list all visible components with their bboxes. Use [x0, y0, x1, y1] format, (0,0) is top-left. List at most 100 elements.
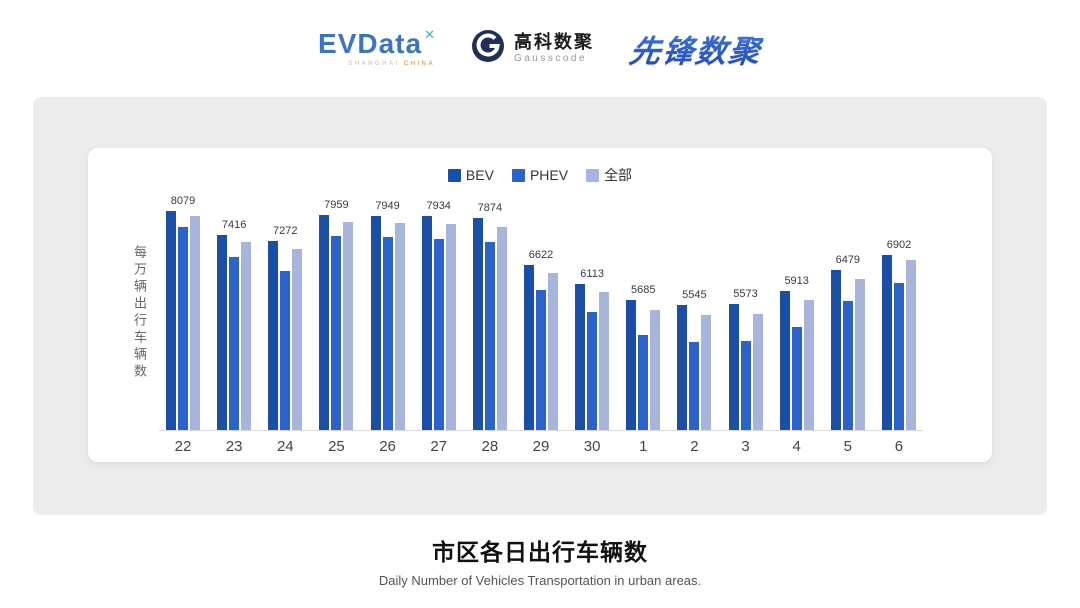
bar-value-label: 7272 — [273, 225, 298, 237]
gausscode-logo: 高科数聚 Gausscode — [471, 29, 594, 68]
y-axis-label: 每万辆出行车辆数 — [132, 244, 147, 381]
evdata-star-icon: ✕ — [424, 27, 435, 42]
x-tick-label: 30 — [583, 438, 601, 455]
x-tick-label: 25 — [328, 438, 345, 455]
legend-item-BEV[interactable]: BEV — [447, 167, 494, 183]
header-logos: EVData ✕ SHANGHAI CHINA 高科数聚 Gausscode 先… — [0, 0, 1080, 97]
bar-value-label: 8079 — [170, 195, 196, 207]
bar-BEV — [166, 211, 176, 430]
bar-group: 6479 5 — [824, 195, 872, 455]
bar-全部 — [905, 260, 916, 430]
x-tick-label: 23 — [225, 438, 243, 455]
evdata-text: EVData — [318, 28, 423, 59]
bar-group: 7416 23 — [210, 195, 258, 455]
bar-全部 — [752, 314, 763, 430]
bar-全部 — [394, 223, 405, 430]
gausscode-wordmark: 高科数聚 Gausscode — [514, 32, 594, 64]
bar-group: 5573 3 — [722, 195, 770, 455]
gausscode-en-text: Gausscode — [513, 53, 588, 65]
x-tick-label: 22 — [174, 438, 192, 455]
gausscode-cn-text: 高科数聚 — [513, 32, 594, 53]
x-tick-label: 27 — [430, 438, 448, 455]
bar-BEV — [319, 215, 330, 430]
chart-caption: 市区各日出行车辆数 Daily Number of Vehicles Trans… — [0, 533, 1080, 588]
bar-value-label: 7934 — [426, 200, 451, 212]
bar-group: 7949 26 — [364, 195, 412, 455]
bar-PHEV — [331, 236, 342, 430]
x-tick-label: 5 — [843, 438, 852, 455]
evdata-subtext-right: CHINA — [403, 61, 435, 67]
bar-BEV — [677, 305, 688, 430]
bar-BEV — [575, 284, 586, 430]
bar-value-label: 5913 — [784, 275, 809, 287]
bar-PHEV — [587, 312, 598, 430]
bar-value-label: 5685 — [631, 284, 656, 296]
bar-BEV — [268, 241, 279, 430]
bar-PHEV — [178, 227, 188, 430]
xianfeng-logo: 先锋数聚 — [627, 26, 765, 71]
legend-item-PHEV[interactable]: PHEV — [511, 167, 568, 183]
x-tick-label: 2 — [690, 438, 699, 455]
bar-value-label: 5573 — [733, 288, 758, 300]
bar-group: 7934 27 — [415, 195, 463, 455]
bar-group: 5913 4 — [773, 195, 821, 455]
bar-全部 — [854, 279, 865, 430]
legend-item-全部[interactable]: 全部 — [586, 165, 632, 185]
bar-PHEV — [689, 342, 700, 430]
bar-group: 7959 25 — [312, 195, 360, 455]
chart-legend: BEV PHEV 全部 — [88, 165, 992, 185]
bar-BEV — [830, 270, 841, 430]
bar-PHEV — [842, 301, 853, 430]
x-tick-label: 29 — [532, 438, 550, 455]
bar-全部 — [241, 242, 252, 430]
bar-全部 — [701, 315, 712, 430]
bar-PHEV — [229, 257, 240, 430]
bar-BEV — [728, 304, 739, 430]
bar-BEV — [626, 300, 637, 430]
bar-group: 6902 6 — [875, 195, 923, 455]
bar-value-label: 7949 — [375, 200, 400, 212]
bar-value-label: 6479 — [835, 254, 861, 266]
bar-BEV — [779, 291, 790, 430]
bar-group: 7874 28 — [466, 195, 514, 455]
chart-subtitle: Daily Number of Vehicles Transportation … — [378, 573, 702, 588]
legend-label: 全部 — [604, 167, 633, 183]
bar-PHEV — [535, 290, 546, 430]
chart-title: 市区各日出行车辆数 — [432, 539, 648, 565]
bar-BEV — [370, 216, 381, 430]
bar-PHEV — [484, 242, 495, 430]
bar-PHEV — [638, 335, 649, 430]
bar-value-label: 7416 — [221, 219, 247, 231]
bar-value-label: 7874 — [477, 202, 503, 214]
bar-PHEV — [280, 271, 291, 430]
bar-全部 — [292, 249, 303, 430]
bar-value-label: 6902 — [886, 239, 912, 251]
x-tick-label: 3 — [741, 438, 750, 455]
bar-全部 — [496, 227, 507, 430]
bar-BEV — [523, 265, 534, 430]
bar-value-label: 6622 — [528, 249, 554, 261]
bar-value-label: 6113 — [580, 268, 604, 280]
bar-value-label: 5545 — [682, 289, 707, 301]
bar-PHEV — [740, 341, 751, 430]
bar-group: 6622 29 — [517, 195, 565, 455]
chart-panel: BEV PHEV 全部 每万辆出行车辆数 8079 22 7416 23 7272 24 795… — [33, 97, 1047, 515]
chart-area: 每万辆出行车辆数 8079 22 7416 23 7272 24 7959 25 7949 26 7… — [88, 195, 992, 457]
legend-label: BEV — [465, 167, 494, 183]
x-tick-label: 26 — [379, 438, 396, 455]
x-tick-label: 4 — [792, 438, 801, 455]
x-axis-line — [159, 430, 923, 431]
x-tick-label: 6 — [894, 438, 904, 455]
bar-全部 — [803, 300, 814, 430]
bar-group: 8079 22 — [159, 195, 207, 455]
bar-PHEV — [893, 283, 904, 430]
x-tick-label: 28 — [481, 438, 499, 455]
chart-card: BEV PHEV 全部 每万辆出行车辆数 8079 22 7416 23 7272 24 795… — [88, 148, 992, 462]
bar-group: 7272 24 — [261, 195, 309, 455]
bar-PHEV — [382, 237, 393, 430]
bar-PHEV — [791, 327, 802, 430]
evdata-logo: EVData ✕ SHANGHAI CHINA — [318, 27, 435, 67]
evdata-subtext: SHANGHAI CHINA — [348, 61, 435, 67]
bar-BEV — [217, 235, 228, 430]
bar-value-label: 7959 — [324, 199, 349, 211]
